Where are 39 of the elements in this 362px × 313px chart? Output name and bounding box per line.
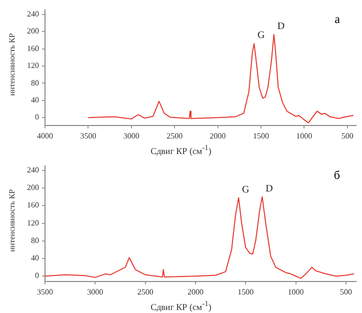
x-tick-label: 1500: [252, 131, 269, 140]
x-tick-label: 1000: [288, 287, 304, 296]
annotation: а: [334, 12, 340, 27]
x-tick-label: 2500: [137, 287, 154, 296]
annotation: G: [242, 184, 250, 196]
x-tick-label: 2000: [210, 131, 226, 140]
y-axis-title: интенсивность КР: [8, 32, 16, 98]
x-tick-label: 1000: [296, 131, 312, 140]
x-tick-label: 500: [340, 287, 352, 296]
x-axis-title: Сдвиг КР (см$^{-1}$): [150, 299, 212, 312]
x-tick-label: 4000: [37, 131, 53, 140]
y-tick-label: 0: [35, 271, 39, 280]
annotation: G: [257, 30, 265, 42]
y-tick-label: 0: [35, 112, 39, 122]
y-tick-label: 160: [27, 44, 39, 53]
y-tick-label: 240: [27, 166, 39, 174]
y-tick-label: 200: [27, 183, 39, 192]
x-tick-label: 3500: [37, 287, 53, 296]
x-tick-label: 1500: [238, 287, 254, 296]
annotation: D: [266, 183, 273, 194]
y-tick-label: 120: [27, 61, 39, 70]
y-tick-label: 40: [31, 96, 39, 105]
x-tick-label: 3500: [80, 131, 96, 140]
y-tick-label: 80: [31, 78, 39, 88]
x-tick-label: 3000: [123, 131, 140, 140]
y-tick-label: 80: [31, 236, 39, 245]
x-axis-title: Сдвиг КР (см$^{-1}$): [150, 143, 212, 156]
annotation: б: [334, 168, 340, 183]
annotation: D: [277, 21, 285, 32]
x-tick-label: 2000: [187, 287, 204, 296]
y-tick-label: 40: [31, 254, 39, 263]
x-tick-label: 500: [341, 131, 354, 140]
x-tick-label: 2500: [166, 131, 183, 140]
y-tick-label: 200: [27, 26, 39, 36]
y-tick-label: 120: [27, 218, 39, 228]
y-tick-label: 240: [27, 9, 39, 18]
y-tick-label: 160: [27, 200, 39, 210]
y-axis-title: интенсивность КР: [8, 188, 16, 254]
x-tick-label: 3000: [87, 287, 104, 296]
